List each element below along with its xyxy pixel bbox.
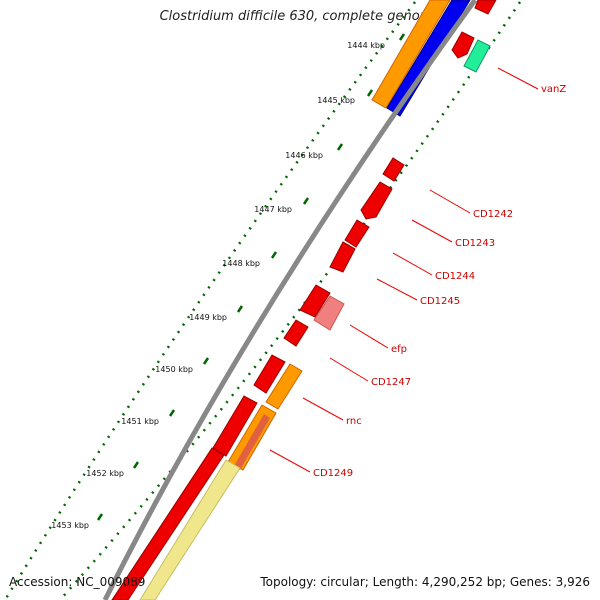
gene-label[interactable]: CD1244 — [435, 271, 475, 282]
top-red-feature — [474, 0, 497, 15]
genome-summary-text: Topology: circular; Length: 4,290,252 bp… — [260, 575, 590, 589]
gene-label-leader-line — [269, 449, 311, 473]
gene-label-leader-line — [302, 397, 344, 421]
rnc-feature — [265, 363, 303, 410]
cd1245-feature — [329, 241, 356, 273]
efp-feature — [313, 295, 345, 331]
orange-feature-top — [371, 0, 451, 109]
blue-feature-top — [386, 0, 471, 117]
gene-label-leader-line — [429, 189, 471, 214]
gene-label[interactable]: CD1245 — [420, 296, 460, 307]
gene-label[interactable]: vanZ — [541, 84, 566, 95]
gene-label[interactable]: CD1242 — [473, 209, 513, 220]
gene-label[interactable]: efp — [391, 344, 407, 355]
scale-tick-label: 1445 kbp — [317, 96, 355, 105]
scale-tick-label: 1452 kbp — [86, 469, 124, 478]
cd1249-inner-feature — [234, 414, 270, 470]
scale-tick-mark — [168, 409, 176, 417]
gene-label-leader-line — [349, 324, 389, 349]
gene-label[interactable]: rnc — [346, 416, 362, 427]
scale-tick-mark — [336, 143, 344, 151]
scale-tick-mark — [96, 513, 104, 521]
gene-label-leader-line — [329, 357, 369, 382]
scale-tick-label: 1451 kbp — [121, 417, 159, 426]
scale-tick-label: 1446 kbp — [285, 151, 323, 160]
pale-yellow-feature — [139, 459, 241, 600]
gene-label-leader-line — [392, 252, 433, 276]
cd1244-feature — [344, 219, 370, 248]
gene-label[interactable]: CD1243 — [455, 238, 495, 249]
scale-tick-label: 1450 kbp — [155, 365, 193, 374]
scale-tick-label: 1444 kbp — [347, 41, 385, 50]
scale-tick-mark — [302, 197, 310, 205]
backbone — [102, 0, 478, 600]
gene-label-leader-line — [497, 67, 539, 90]
scale-tick-mark — [132, 461, 140, 469]
cd1242-feature — [382, 157, 405, 182]
scale-tick-mark — [270, 251, 278, 259]
red-feature-vanz-left — [451, 31, 475, 59]
gene-label[interactable]: CD1249 — [313, 468, 353, 479]
cd1247-feature — [283, 319, 309, 347]
scale-tick-mark — [366, 89, 374, 97]
scale-ticks: 1444 kbp 1445 kbp 1446 kbp 1447 kbp 1448 kbp… — [51, 33, 406, 530]
gene-label[interactable]: CD1247 — [371, 377, 411, 388]
vanz-feature — [463, 39, 491, 73]
scale-tick-label: 1448 kbp — [222, 259, 260, 268]
scale-tick-mark — [202, 357, 210, 365]
scale-tick-label: 1453 kbp — [51, 521, 89, 530]
gene-label-leader-line — [376, 278, 418, 301]
scale-tick-mark — [236, 305, 244, 313]
scale-tick-label: 1449 kbp — [189, 313, 227, 322]
gene-label-leader-line — [411, 219, 453, 243]
scale-tick-mark — [398, 33, 406, 41]
red-feature-rnc-left — [253, 354, 286, 394]
red-feature-cd1249-left — [212, 395, 258, 457]
map-title: Clostridium difficile 630, complete geno… — [159, 9, 441, 24]
accession-text: Accession: NC_009089 — [9, 575, 146, 589]
gene-labels: vanZ CD1242 CD1243 CD1244 CD1245 efp CD1247 rnc… — [269, 67, 566, 479]
cd1243-feature — [360, 181, 393, 220]
red-feature-efp-left — [299, 284, 331, 318]
scale-tick-label: 1447 kbp — [254, 205, 292, 214]
